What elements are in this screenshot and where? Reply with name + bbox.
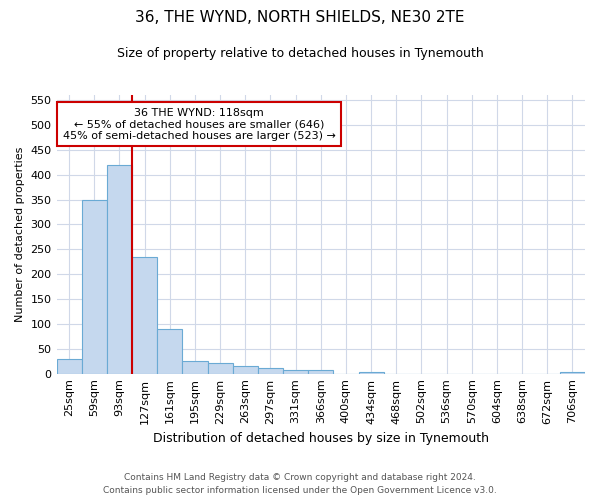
Bar	[560, 372, 585, 374]
Bar	[157, 329, 182, 374]
Text: Contains HM Land Registry data © Crown copyright and database right 2024.
Contai: Contains HM Land Registry data © Crown c…	[103, 474, 497, 495]
Text: 36 THE WYND: 118sqm
← 55% of detached houses are smaller (646)
45% of semi-detac: 36 THE WYND: 118sqm ← 55% of detached ho…	[63, 108, 335, 140]
Bar	[283, 370, 308, 374]
Bar	[82, 200, 107, 374]
Bar	[107, 164, 132, 374]
Bar	[56, 359, 82, 374]
Bar	[258, 368, 283, 374]
Bar	[308, 370, 334, 374]
Text: 36, THE WYND, NORTH SHIELDS, NE30 2TE: 36, THE WYND, NORTH SHIELDS, NE30 2TE	[135, 10, 465, 25]
Text: Size of property relative to detached houses in Tynemouth: Size of property relative to detached ho…	[116, 48, 484, 60]
Y-axis label: Number of detached properties: Number of detached properties	[15, 146, 25, 322]
Bar	[182, 361, 208, 374]
Bar	[233, 366, 258, 374]
Bar	[359, 372, 383, 374]
Bar	[208, 362, 233, 374]
X-axis label: Distribution of detached houses by size in Tynemouth: Distribution of detached houses by size …	[153, 432, 489, 445]
Bar	[132, 256, 157, 374]
